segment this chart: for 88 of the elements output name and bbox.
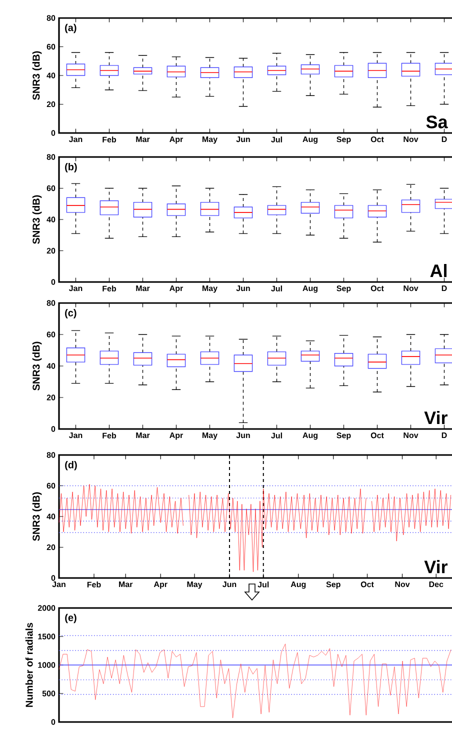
y-tick-label: 60 <box>46 332 56 338</box>
x-tick-label: Jan <box>68 286 82 292</box>
y-tick-label: 0 <box>51 130 56 136</box>
x-tick-label: Feb <box>102 432 116 438</box>
x-tick-label: Aug <box>290 582 306 589</box>
y-tick-label: 1500 <box>38 634 56 640</box>
x-tick-label: May <box>187 582 202 589</box>
y-tick-label: 40 <box>46 72 56 78</box>
x-tick-label: Oct <box>370 432 384 438</box>
x-tick-label: May <box>202 136 218 144</box>
x-tick-label: Mar <box>136 136 150 142</box>
y-axis-title: SNR3 (dB) <box>32 342 42 390</box>
y-tick-label: 60 <box>46 482 56 489</box>
x-tick-label: May <box>202 286 218 293</box>
x-tick-label: Nov <box>395 582 410 588</box>
x-tick-label: Jun <box>236 136 250 142</box>
x-tick-label: Mar <box>119 582 133 588</box>
x-tick-label: Jul <box>271 286 282 292</box>
text: (a) <box>65 24 76 34</box>
x-tick-label: Aug <box>302 286 318 293</box>
y-tick-label: 60 <box>46 44 56 50</box>
x-tick-label: Jan <box>68 432 82 438</box>
x-tick-label: Jun <box>236 432 250 438</box>
x-tick-label: Dec <box>429 582 444 588</box>
x-tick-label: Sep <box>326 582 340 589</box>
x-tick-label: Apr <box>170 136 184 144</box>
text: (c) <box>65 309 76 318</box>
x-tick-label: Jul <box>271 136 282 142</box>
y-tick-label: 0 <box>51 279 56 285</box>
annotation: Vir <box>424 410 448 424</box>
y-tick-label: 40 <box>46 514 56 520</box>
annotation: Sa <box>426 116 448 128</box>
x-tick-label: Apr <box>154 582 168 589</box>
annotation: Vir <box>424 560 448 574</box>
x-tick-label: Jul <box>271 432 282 438</box>
y-axis-title: SNR3 (dB) <box>32 492 42 541</box>
y-tick-label: 20 <box>46 394 56 400</box>
y-axis-title: SNR3 (dB) <box>32 51 42 100</box>
x-tick-label: Oct <box>370 136 384 142</box>
y-tick-label: 80 <box>46 15 56 21</box>
x-tick-label: May <box>202 432 218 440</box>
y-tick-label: 0 <box>51 719 56 725</box>
x-tick-label: Jun <box>236 286 250 292</box>
x-tick-label: Jun <box>222 582 236 588</box>
x-tick-label: Jul <box>258 582 269 588</box>
x-tick-label: Oct <box>370 286 384 292</box>
y-tick-label: 60 <box>46 185 56 192</box>
x-tick-label: D <box>442 136 447 142</box>
y-tick-label: 2000 <box>38 605 56 611</box>
y-tick-label: 80 <box>46 300 56 306</box>
x-tick-label: Nov <box>404 432 418 438</box>
y-tick-label: 20 <box>46 248 56 254</box>
x-tick-label: Sep <box>336 136 351 144</box>
x-tick-label: Sep <box>336 432 351 440</box>
x-tick-label: Oct <box>360 582 374 588</box>
x-tick-label: Feb <box>102 286 116 292</box>
x-tick-label: Aug <box>302 136 318 144</box>
text: (b) <box>65 163 77 172</box>
y-tick-label: 0 <box>51 426 56 432</box>
x-tick-label: Jan <box>68 136 82 142</box>
x-tick-label: Apr <box>170 286 184 293</box>
y-tick-label: 40 <box>46 363 56 369</box>
x-tick-label: Feb <box>87 582 101 588</box>
y-tick-label: 20 <box>46 544 56 550</box>
y-tick-label: 20 <box>46 101 56 108</box>
text: (e) <box>65 614 76 624</box>
y-tick-label: 40 <box>46 216 56 222</box>
y-tick-label: 0 <box>51 575 56 581</box>
x-tick-label: Mar <box>136 432 150 438</box>
line-series <box>58 644 452 718</box>
y-tick-label: 80 <box>46 452 56 458</box>
y-tick-label: 80 <box>46 154 56 160</box>
x-tick-label: Nov <box>404 136 418 142</box>
x-tick-label: Apr <box>170 432 184 440</box>
x-tick-label: Aug <box>302 432 318 440</box>
y-axis-title: Number of radials <box>25 622 33 707</box>
y-axis-title: SNR3 (dB) <box>32 195 42 244</box>
x-tick-label: Feb <box>102 136 116 142</box>
x-tick-label: D <box>442 432 447 438</box>
x-tick-label: D <box>442 286 447 292</box>
y-tick-label: 500 <box>42 690 56 696</box>
text: (d) <box>65 460 77 470</box>
x-tick-label: Mar <box>136 286 150 292</box>
y-tick-label: 1000 <box>38 662 56 668</box>
x-tick-label: Nov <box>404 286 418 292</box>
x-tick-label: Jan <box>52 582 66 588</box>
annotation: Al <box>430 264 447 278</box>
x-tick-label: Sep <box>336 286 351 293</box>
